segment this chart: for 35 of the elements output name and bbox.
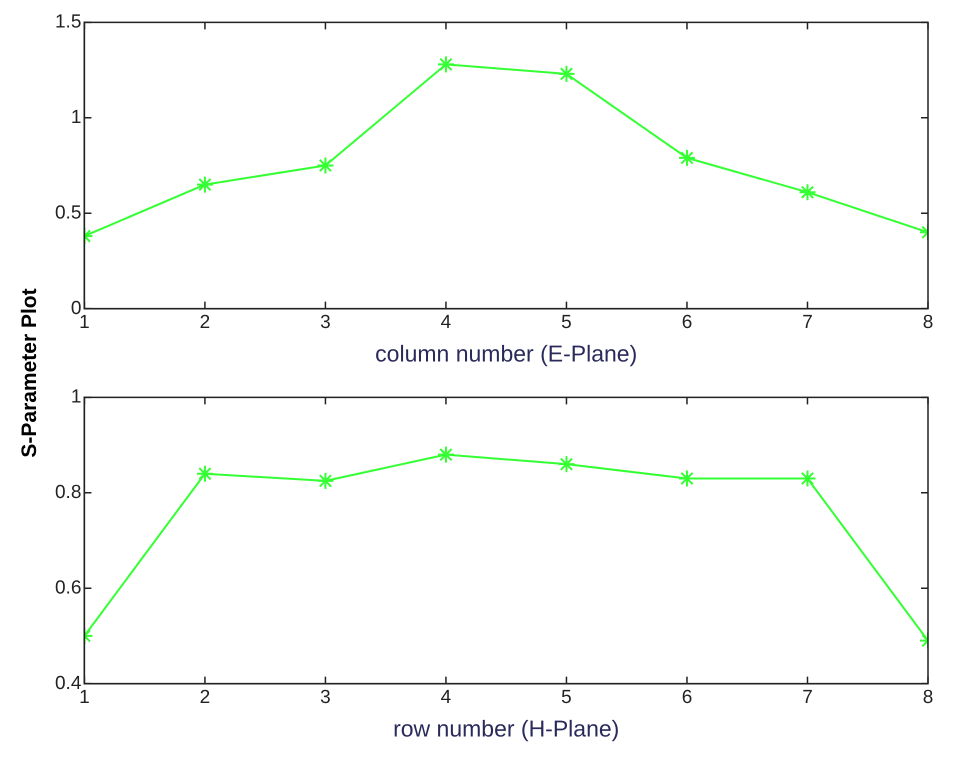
y-tick-label: 0.8 [54, 482, 82, 504]
y-axis-title: S-Parameter Plot [18, 288, 42, 458]
point [316, 156, 334, 174]
x-axis-title: column number (E-Plane) [375, 340, 638, 367]
x-tick-label: 5 [561, 687, 572, 708]
x-tick-label: 6 [682, 687, 692, 708]
x-tick-label: 8 [922, 687, 934, 708]
y-tick-label: 0.6 [54, 577, 82, 598]
point [316, 472, 334, 490]
point [436, 55, 455, 74]
x-tick-label: 7 [802, 312, 813, 334]
x-tick-label: 7 [802, 687, 813, 708]
y-tick-label: 0 [70, 298, 82, 319]
y-tick-label: 1.5 [54, 12, 82, 33]
x-tick-label: 4 [440, 312, 452, 334]
x-tick-label: 2 [200, 312, 210, 334]
x-tick-label: 6 [682, 312, 692, 334]
y-tick-label: 1 [70, 386, 82, 408]
x-axis-title: row number (H-Plane) [393, 716, 620, 742]
x-tick-label: 5 [561, 312, 572, 334]
point [196, 464, 214, 483]
point [557, 64, 576, 83]
y-tick-label: 0.5 [54, 202, 82, 224]
point [557, 455, 576, 474]
y-tick-label: 0.4 [54, 672, 82, 694]
point [798, 183, 816, 202]
point [678, 148, 696, 167]
x-tick-label: 4 [440, 687, 452, 708]
y-tick-label: 1 [70, 107, 82, 128]
x-tick-label: 8 [922, 312, 934, 334]
x-tick-label: 3 [320, 312, 331, 334]
x-tick-label: 2 [200, 687, 210, 708]
x-tick-label: 3 [320, 687, 331, 708]
point [196, 176, 214, 194]
point [436, 446, 455, 464]
